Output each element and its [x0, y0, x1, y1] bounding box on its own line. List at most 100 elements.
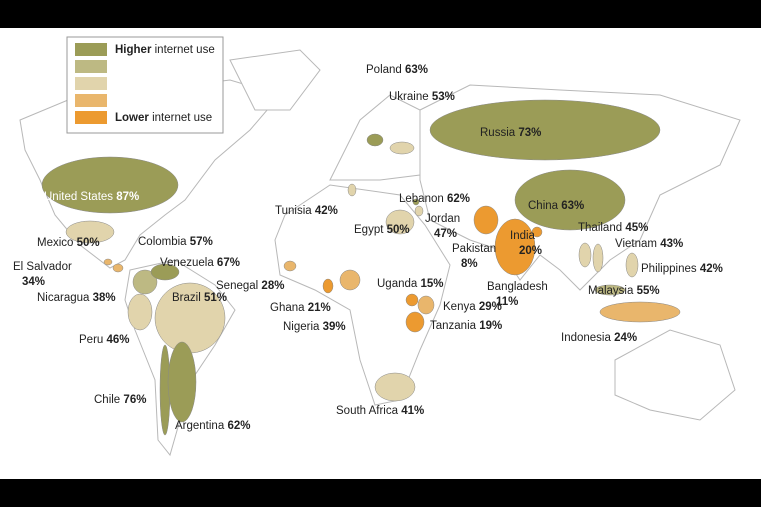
country-label: Thailand 45% — [578, 222, 648, 234]
country-shape — [429, 99, 661, 161]
country-label: Uganda 15% — [377, 278, 444, 290]
country-label: Peru 46% — [79, 334, 130, 346]
country-shape — [494, 218, 536, 276]
country-name: Uganda — [377, 278, 418, 290]
country-value: 28% — [261, 280, 284, 292]
country-label: South Africa 41% — [336, 405, 424, 417]
country-label: Vietnam 43% — [615, 238, 683, 250]
country-shape — [594, 284, 626, 296]
country-shape — [599, 301, 681, 323]
country-value: 39% — [323, 321, 346, 333]
legend-label: Lower internet use — [115, 112, 212, 124]
greenland — [229, 49, 321, 111]
country-label: Russia 73% — [480, 127, 541, 139]
country-shape — [531, 226, 543, 238]
country-name: Tanzania — [430, 320, 477, 332]
legend-bold: Lower — [115, 112, 149, 124]
country-name: Nigeria — [283, 321, 320, 333]
country-value: 47% — [434, 228, 457, 240]
country-value: 67% — [217, 257, 240, 269]
country-value: 62% — [447, 193, 470, 205]
country-value: 19% — [479, 320, 502, 332]
country-name: Nicaragua — [37, 292, 90, 304]
country-label: Nigeria 39% — [283, 321, 346, 333]
country-label: Bangladesh 11% — [487, 281, 548, 308]
country-name: United States — [44, 191, 113, 203]
country-shape — [578, 242, 592, 268]
country-shape — [473, 205, 499, 235]
country-name: China — [528, 200, 559, 212]
country-shape — [132, 269, 158, 295]
top-band — [0, 0, 761, 28]
country-shape — [514, 169, 626, 231]
country-value: 29% — [479, 301, 502, 313]
country-value: 21% — [308, 302, 331, 314]
country-value: 87% — [116, 191, 139, 203]
country-shape — [625, 252, 639, 278]
country-value: 24% — [614, 332, 637, 344]
country-shape — [592, 243, 604, 273]
country-name: South Africa — [336, 405, 399, 417]
country-shape — [65, 220, 115, 244]
country-label: Jordan 47% — [425, 213, 460, 240]
country-shape — [385, 209, 415, 235]
country-shape — [389, 141, 415, 155]
country-name: Poland — [366, 64, 402, 76]
country-label: Venezuela 67% — [160, 257, 240, 269]
country-value: 15% — [421, 278, 444, 290]
country-name: Chile — [94, 394, 120, 406]
country-label: Mexico 50% — [37, 237, 100, 249]
country-shape — [167, 341, 197, 423]
country-shape — [339, 269, 361, 291]
legend-text: internet use — [152, 112, 212, 124]
country-shape — [112, 263, 124, 273]
country-value: 63% — [561, 200, 584, 212]
country-label: Indonesia 24% — [561, 332, 637, 344]
country-shape — [405, 311, 425, 333]
country-name: Egypt — [354, 224, 384, 236]
country-value: 55% — [637, 285, 660, 297]
country-shape — [417, 295, 435, 315]
country-label: Poland 63% — [366, 64, 428, 76]
country-shape — [414, 205, 424, 217]
legend-text: internet use — [155, 44, 215, 56]
country-name: Malaysia — [588, 285, 634, 297]
bottom-band — [0, 479, 761, 507]
country-label: Brazil 51% — [172, 292, 227, 304]
country-name: Tunisia — [275, 205, 312, 217]
country-value: 41% — [401, 405, 424, 417]
country-label: Ukraine 53% — [389, 91, 455, 103]
country-name: El Salvador — [13, 261, 72, 273]
country-name: India — [510, 230, 536, 242]
country-value: 42% — [700, 263, 723, 275]
country-value: 38% — [93, 292, 116, 304]
country-label: Pakistan 8% — [452, 243, 496, 270]
country-name: Philippines — [641, 263, 697, 275]
country-label: India 20% — [510, 230, 542, 257]
country-shape — [322, 278, 334, 294]
country-label: United States 87% — [44, 191, 139, 203]
country-shape — [150, 263, 180, 281]
country-value: 76% — [123, 394, 146, 406]
country-name: Brazil — [172, 292, 201, 304]
country-shape — [405, 293, 419, 307]
country-value: 57% — [190, 236, 213, 248]
country-label: El Salvador 34% — [13, 261, 72, 288]
country-value: 50% — [387, 224, 410, 236]
country-label: China 63% — [528, 200, 584, 212]
country-value: 46% — [107, 334, 130, 346]
country-label: Argentina 62% — [175, 420, 250, 432]
country-name: Argentina — [175, 420, 225, 432]
country-shape — [127, 293, 153, 331]
country-value: 53% — [432, 91, 455, 103]
country-value: 63% — [405, 64, 428, 76]
legend-swatch — [75, 43, 107, 56]
country-shape — [412, 198, 420, 206]
australia — [614, 329, 736, 421]
country-label: Kenya 29% — [443, 301, 502, 313]
country-label: Chile 76% — [94, 394, 146, 406]
country-name: Thailand — [578, 222, 622, 234]
